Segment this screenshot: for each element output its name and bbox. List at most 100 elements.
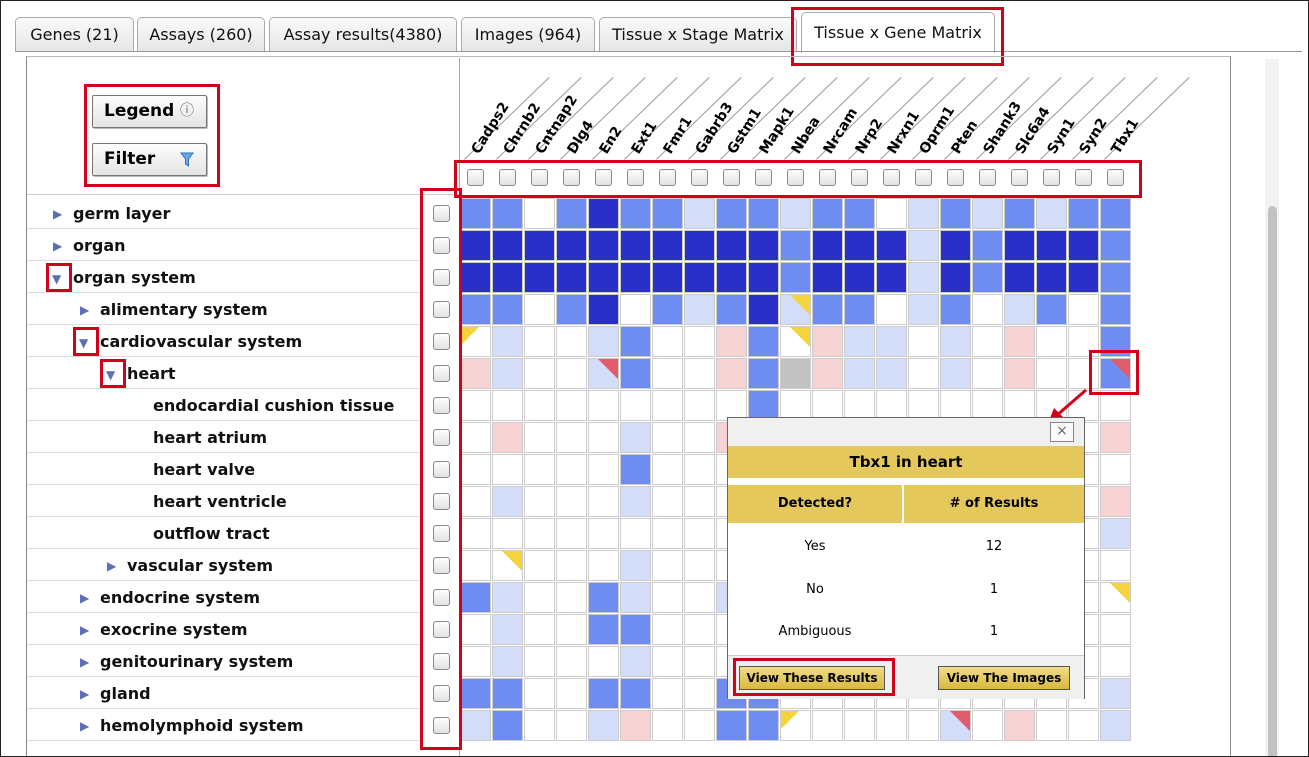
matrix-cell[interactable] bbox=[1068, 358, 1099, 389]
matrix-cell[interactable] bbox=[844, 230, 875, 261]
matrix-cell[interactable] bbox=[652, 614, 683, 645]
expand-arrow-icon[interactable]: ▶ bbox=[80, 687, 90, 701]
matrix-cell[interactable] bbox=[1100, 646, 1131, 677]
row-checkbox-outflow-tract[interactable] bbox=[433, 525, 450, 542]
matrix-cell[interactable] bbox=[972, 326, 1003, 357]
expand-arrow-icon[interactable]: ▶ bbox=[53, 207, 63, 221]
matrix-cell[interactable] bbox=[748, 358, 779, 389]
matrix-cell[interactable] bbox=[1100, 198, 1131, 229]
matrix-cell[interactable] bbox=[748, 710, 779, 741]
matrix-cell[interactable] bbox=[972, 358, 1003, 389]
matrix-cell[interactable] bbox=[1100, 230, 1131, 261]
matrix-cell[interactable] bbox=[844, 710, 875, 741]
matrix-cell[interactable] bbox=[972, 294, 1003, 325]
row-checkbox-heart[interactable] bbox=[433, 365, 450, 382]
tree-label[interactable]: gland bbox=[100, 684, 151, 703]
matrix-cell[interactable] bbox=[588, 678, 619, 709]
matrix-cell[interactable] bbox=[620, 678, 651, 709]
matrix-cell[interactable] bbox=[684, 518, 715, 549]
matrix-cell[interactable] bbox=[556, 358, 587, 389]
row-checkbox-hemolymphoid-system[interactable] bbox=[433, 717, 450, 734]
matrix-cell[interactable] bbox=[524, 678, 555, 709]
tree-label[interactable]: exocrine system bbox=[100, 620, 248, 639]
matrix-cell[interactable] bbox=[460, 230, 491, 261]
matrix-cell[interactable] bbox=[812, 198, 843, 229]
matrix-cell[interactable] bbox=[652, 326, 683, 357]
matrix-cell[interactable] bbox=[972, 262, 1003, 293]
matrix-cell[interactable] bbox=[652, 454, 683, 485]
matrix-cell[interactable] bbox=[652, 486, 683, 517]
matrix-cell[interactable] bbox=[1036, 326, 1067, 357]
expand-arrow-icon[interactable]: ▶ bbox=[80, 655, 90, 669]
column-checkbox-fmr1[interactable] bbox=[659, 169, 676, 186]
view-images-button[interactable]: View The Images bbox=[938, 666, 1070, 690]
matrix-cell[interactable] bbox=[620, 198, 651, 229]
matrix-cell[interactable] bbox=[460, 422, 491, 453]
matrix-cell[interactable] bbox=[620, 326, 651, 357]
matrix-cell[interactable] bbox=[716, 326, 747, 357]
column-checkbox-nrcam[interactable] bbox=[819, 169, 836, 186]
matrix-cell[interactable] bbox=[908, 710, 939, 741]
tree-label[interactable]: organ system bbox=[73, 268, 196, 287]
matrix-cell[interactable] bbox=[748, 262, 779, 293]
matrix-cell[interactable] bbox=[1100, 326, 1131, 357]
tab-tissue-gene-matrix[interactable]: Tissue x Gene Matrix bbox=[801, 12, 995, 53]
row-checkbox-alimentary-system[interactable] bbox=[433, 301, 450, 318]
matrix-cell[interactable] bbox=[812, 262, 843, 293]
matrix-cell[interactable] bbox=[620, 710, 651, 741]
matrix-cell[interactable] bbox=[524, 326, 555, 357]
legend-button[interactable]: Legend ⓘ bbox=[92, 95, 207, 128]
matrix-cell[interactable] bbox=[588, 390, 619, 421]
matrix-cell[interactable] bbox=[588, 518, 619, 549]
matrix-cell[interactable] bbox=[1100, 358, 1131, 389]
matrix-cell[interactable] bbox=[556, 422, 587, 453]
matrix-cell[interactable] bbox=[588, 358, 619, 389]
matrix-cell[interactable] bbox=[748, 198, 779, 229]
view-results-button[interactable]: View These Results bbox=[739, 666, 885, 690]
matrix-cell[interactable] bbox=[524, 454, 555, 485]
row-checkbox-heart-ventricle[interactable] bbox=[433, 493, 450, 510]
tree-label[interactable]: endocardial cushion tissue bbox=[153, 396, 395, 415]
matrix-cell[interactable] bbox=[524, 582, 555, 613]
matrix-cell[interactable] bbox=[1036, 230, 1067, 261]
matrix-cell[interactable] bbox=[1004, 262, 1035, 293]
matrix-cell[interactable] bbox=[1100, 614, 1131, 645]
matrix-cell[interactable] bbox=[460, 198, 491, 229]
matrix-cell[interactable] bbox=[524, 422, 555, 453]
matrix-cell[interactable] bbox=[780, 230, 811, 261]
matrix-cell[interactable] bbox=[492, 518, 523, 549]
column-checkbox-gabrb3[interactable] bbox=[691, 169, 708, 186]
matrix-cell[interactable] bbox=[780, 326, 811, 357]
column-checkbox-oprm1[interactable] bbox=[915, 169, 932, 186]
matrix-cell[interactable] bbox=[1068, 262, 1099, 293]
tree-label[interactable]: heart ventricle bbox=[153, 492, 287, 511]
matrix-cell[interactable] bbox=[460, 326, 491, 357]
matrix-cell[interactable] bbox=[556, 614, 587, 645]
column-checkbox-nrp2[interactable] bbox=[851, 169, 868, 186]
matrix-cell[interactable] bbox=[716, 262, 747, 293]
row-checkbox-cardiovascular-system[interactable] bbox=[433, 333, 450, 350]
matrix-cell[interactable] bbox=[588, 582, 619, 613]
expand-arrow-icon[interactable]: ▶ bbox=[80, 591, 90, 605]
matrix-cell[interactable] bbox=[588, 614, 619, 645]
matrix-cell[interactable] bbox=[492, 678, 523, 709]
matrix-cell[interactable] bbox=[460, 550, 491, 581]
row-checkbox-endocrine-system[interactable] bbox=[433, 589, 450, 606]
matrix-cell[interactable] bbox=[556, 710, 587, 741]
row-checkbox-germ-layer[interactable] bbox=[433, 205, 450, 222]
matrix-cell[interactable] bbox=[492, 454, 523, 485]
matrix-cell[interactable] bbox=[588, 486, 619, 517]
matrix-cell[interactable] bbox=[524, 230, 555, 261]
matrix-cell[interactable] bbox=[588, 550, 619, 581]
row-checkbox-endocardial-cushion-tissue[interactable] bbox=[433, 397, 450, 414]
column-checkbox-tbx1[interactable] bbox=[1107, 169, 1124, 186]
matrix-cell[interactable] bbox=[620, 454, 651, 485]
matrix-cell[interactable] bbox=[684, 646, 715, 677]
matrix-cell[interactable] bbox=[492, 646, 523, 677]
matrix-cell[interactable] bbox=[684, 230, 715, 261]
matrix-cell[interactable] bbox=[1036, 262, 1067, 293]
matrix-cell[interactable] bbox=[780, 710, 811, 741]
matrix-cell[interactable] bbox=[460, 710, 491, 741]
collapse-arrow-icon[interactable]: ▼ bbox=[79, 336, 89, 350]
tab-assay-results[interactable]: Assay results(4380) bbox=[269, 17, 457, 51]
